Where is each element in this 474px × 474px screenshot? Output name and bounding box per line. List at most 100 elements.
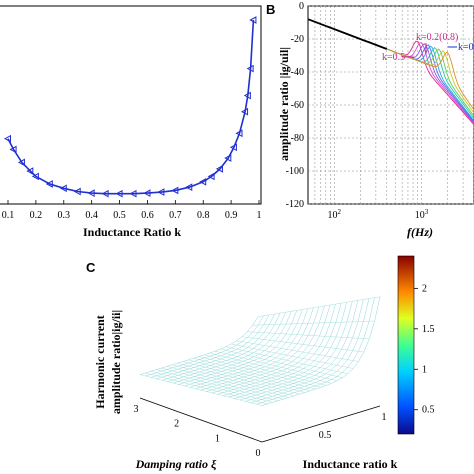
panel-c-mesh-line [241, 336, 364, 353]
panel-c-inductance-tick-label: 1 [382, 412, 387, 423]
panel-b-y-tick-label: -60 [291, 100, 304, 111]
panel-c-mesh-line [151, 314, 270, 378]
panel-c-mesh-line [252, 320, 375, 326]
panel-c-damping-tick-label: 0 [256, 448, 261, 459]
panel-a-data-point [185, 183, 193, 192]
panel-b-grid [308, 5, 474, 205]
panel-a-data-point [199, 177, 207, 186]
panel-c-mesh-line [225, 346, 348, 374]
panel-b-annotation-k05: k=0.5 [382, 52, 405, 63]
panel-c-x-label: Damping ratio ξ [135, 457, 217, 471]
panel-a-data-point [87, 189, 95, 197]
panel-b-x-tick-label: 103 [415, 208, 429, 221]
panel-a-x-tick-label: 0.3 [58, 210, 71, 221]
panel-a-data-point [143, 189, 151, 197]
panel-c-colorbar-tick-label: 1 [422, 364, 427, 375]
panel-a-data-point [45, 180, 53, 188]
panel-c-mesh-line [173, 311, 292, 384]
panel-a-x-tick-label: 0.4 [85, 210, 98, 221]
panel-b-label: B [266, 2, 275, 17]
panel-b-y-ticks: 0 -20 -40 -60 -80 -100 -120 [286, 1, 304, 210]
panel-b-y-tick-label: -100 [286, 166, 304, 177]
panel-c-inductance-ticks: 0.51 [319, 412, 387, 441]
panel-b-y-tick-label: -40 [291, 67, 304, 78]
panel-a-data-point [171, 186, 179, 195]
panel-c-inductance-tick-label: 0.5 [319, 430, 332, 441]
panel-a-data-point [224, 154, 232, 162]
panel-c-damping-tick-label: 2 [174, 419, 179, 430]
panel-a-x-tick-label: 0.6 [141, 210, 154, 221]
panel-a-series-line [7, 19, 255, 195]
panel-a-data-point [157, 188, 165, 196]
panel-c-colorbar [397, 255, 415, 435]
panel-c-y-label: Inductance ratio k [303, 457, 398, 471]
panel-c-z-label-line1: Harmonic current [93, 315, 107, 408]
panel-a-data-point [26, 167, 34, 175]
panel-a-data-point [73, 187, 81, 196]
panel-c-mesh-line [257, 296, 381, 318]
panel-b-curves [307, 18, 474, 126]
panel-c-mesh-line [178, 310, 298, 385]
panel-a-data-point [235, 129, 243, 138]
panel-a-data-point [229, 143, 237, 152]
panel-b: B 0 -20 -40 -60 -80 -100 -120 102 103 k=0.5 k=0… [266, 1, 474, 239]
panel-a-data-point [243, 91, 251, 100]
panel-a-x-tick-label: 0.1 [2, 210, 15, 221]
panel-b-x-label: f(Hz) [407, 225, 433, 239]
panel-c-mesh-line [236, 340, 359, 362]
panel-a-data-point [241, 107, 249, 116]
panel-b-annotation-k09: k=0. [458, 42, 474, 53]
panel-c-colorbar-tick-label: 1.5 [422, 324, 435, 335]
panel-c-mesh-line [247, 331, 370, 340]
panel-a-data-point [17, 158, 25, 167]
panel-c-surface [139, 296, 381, 406]
panel-c-inductance-axis [261, 405, 381, 443]
panel-c-damping-tick-label: 1 [215, 433, 220, 444]
panel-a-data-point [246, 64, 254, 73]
panel-c-colorbar-ticks: 2 1.5 1 0.5 [414, 283, 435, 416]
panel-c-mesh-line [215, 350, 338, 381]
panel-c-mesh-line [231, 343, 354, 369]
panel-c-mesh-line [184, 309, 303, 387]
panel-b-y-tick-label: -80 [291, 133, 304, 144]
panel-c-mesh-line [209, 352, 332, 384]
panel-b-annotation-k02: k=0.2(0.8) [416, 32, 458, 43]
panel-a-data-point [207, 172, 215, 181]
panel-a-x-tick-label: 0.8 [197, 210, 210, 221]
panel-c-mesh-line [139, 316, 259, 375]
panel-a-data-point [101, 189, 109, 198]
panel-a: 0.1 0.2 0.3 0.4 0.5 0.6 0.7 0.8 0.9 1 Inductance … [0, 5, 262, 239]
panel-a-data-point [9, 145, 17, 154]
panel-c-mesh-line [204, 354, 327, 386]
panel-a-series-markers [3, 16, 257, 198]
panel-a-x-label: Inductance Ratio k [83, 225, 181, 239]
panel-b-y-tick-label: 0 [299, 1, 304, 12]
panel-c-mesh-line [162, 312, 281, 381]
panel-a-x-tick-label: 1 [257, 210, 262, 221]
panel-a-x-tick-label: 0.9 [225, 210, 238, 221]
panel-c-label: C [86, 260, 96, 275]
panel-b-annotations: k=0.5 k=0.2(0.8) k=0. [382, 32, 474, 63]
panel-c-mesh-line [250, 298, 370, 404]
panel-b-y-tick-label: -120 [286, 199, 304, 210]
panel-c-mesh-line [220, 348, 343, 378]
panel-c-damping-tick-label: 3 [134, 404, 139, 415]
panel-a-frame [0, 5, 262, 205]
panel-c-mesh-line [198, 356, 322, 388]
panel-a-data-point [59, 184, 67, 193]
panel-b-common-asymptote [307, 18, 388, 50]
panel-a-x-tick-label: 0.7 [169, 210, 182, 221]
panel-a-x-tick-label: 0.5 [113, 210, 126, 221]
panel-c-colorbar-tick-label: 2 [422, 283, 427, 294]
panel-c-mesh-line [145, 315, 264, 377]
panel-c-mesh-line [195, 307, 314, 389]
panel-c-mesh-line [212, 304, 331, 394]
panel-a-data-point [249, 16, 257, 24]
panel-a-data-point [3, 134, 11, 143]
panel-c-mesh-line [167, 312, 286, 382]
panel-c-z-label-line2: amplitude ratio|ig/ii| [109, 310, 123, 414]
panel-a-data-point [129, 189, 137, 198]
